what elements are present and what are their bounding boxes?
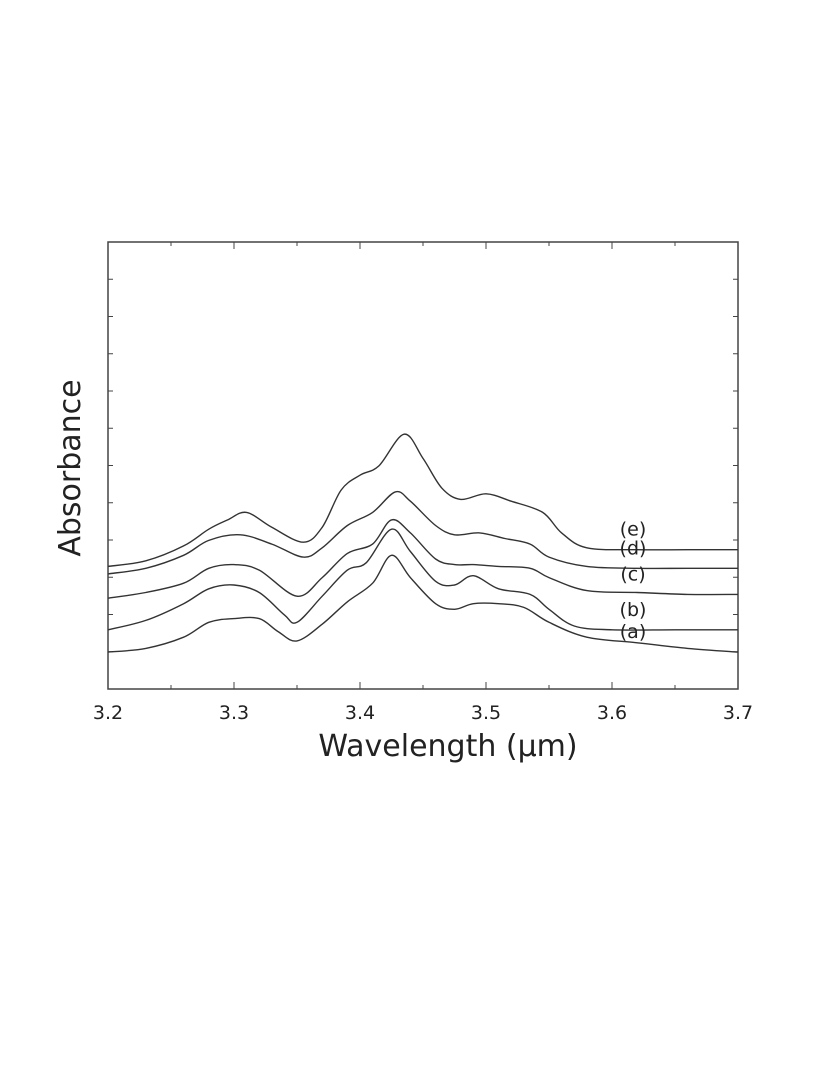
series-label-d: (d) [620, 537, 647, 559]
series-group [107, 433, 739, 653]
series-label-c: (c) [620, 563, 645, 585]
x-tick-label: 3.2 [93, 702, 123, 724]
series-line-b [107, 528, 738, 631]
x-tick-label: 3.4 [345, 702, 375, 724]
series-label-a: (a) [620, 621, 646, 643]
series-labels: (a)(b) (c) (d)(e) [620, 519, 647, 643]
x-tick-label: 3.3 [219, 702, 249, 724]
series-line-d [107, 490, 738, 575]
series-line-c [107, 518, 739, 599]
series-label-e: (e) [620, 519, 647, 541]
x-tick-label: 3.7 [723, 702, 753, 724]
series-label-b: (b) [620, 599, 647, 621]
x-tick-labels: 3.2 3.3 3.4 3.5 3.6 3.7 [93, 702, 753, 724]
y-axis-title: Absorbance [53, 379, 88, 556]
tick-marks [107, 242, 739, 689]
series-line-e [107, 433, 738, 568]
x-axis-title: Wavelength (μm) [318, 729, 577, 764]
series-line-a [107, 554, 739, 653]
x-tick-label: 3.5 [471, 702, 501, 724]
x-tick-label: 3.6 [597, 702, 627, 724]
